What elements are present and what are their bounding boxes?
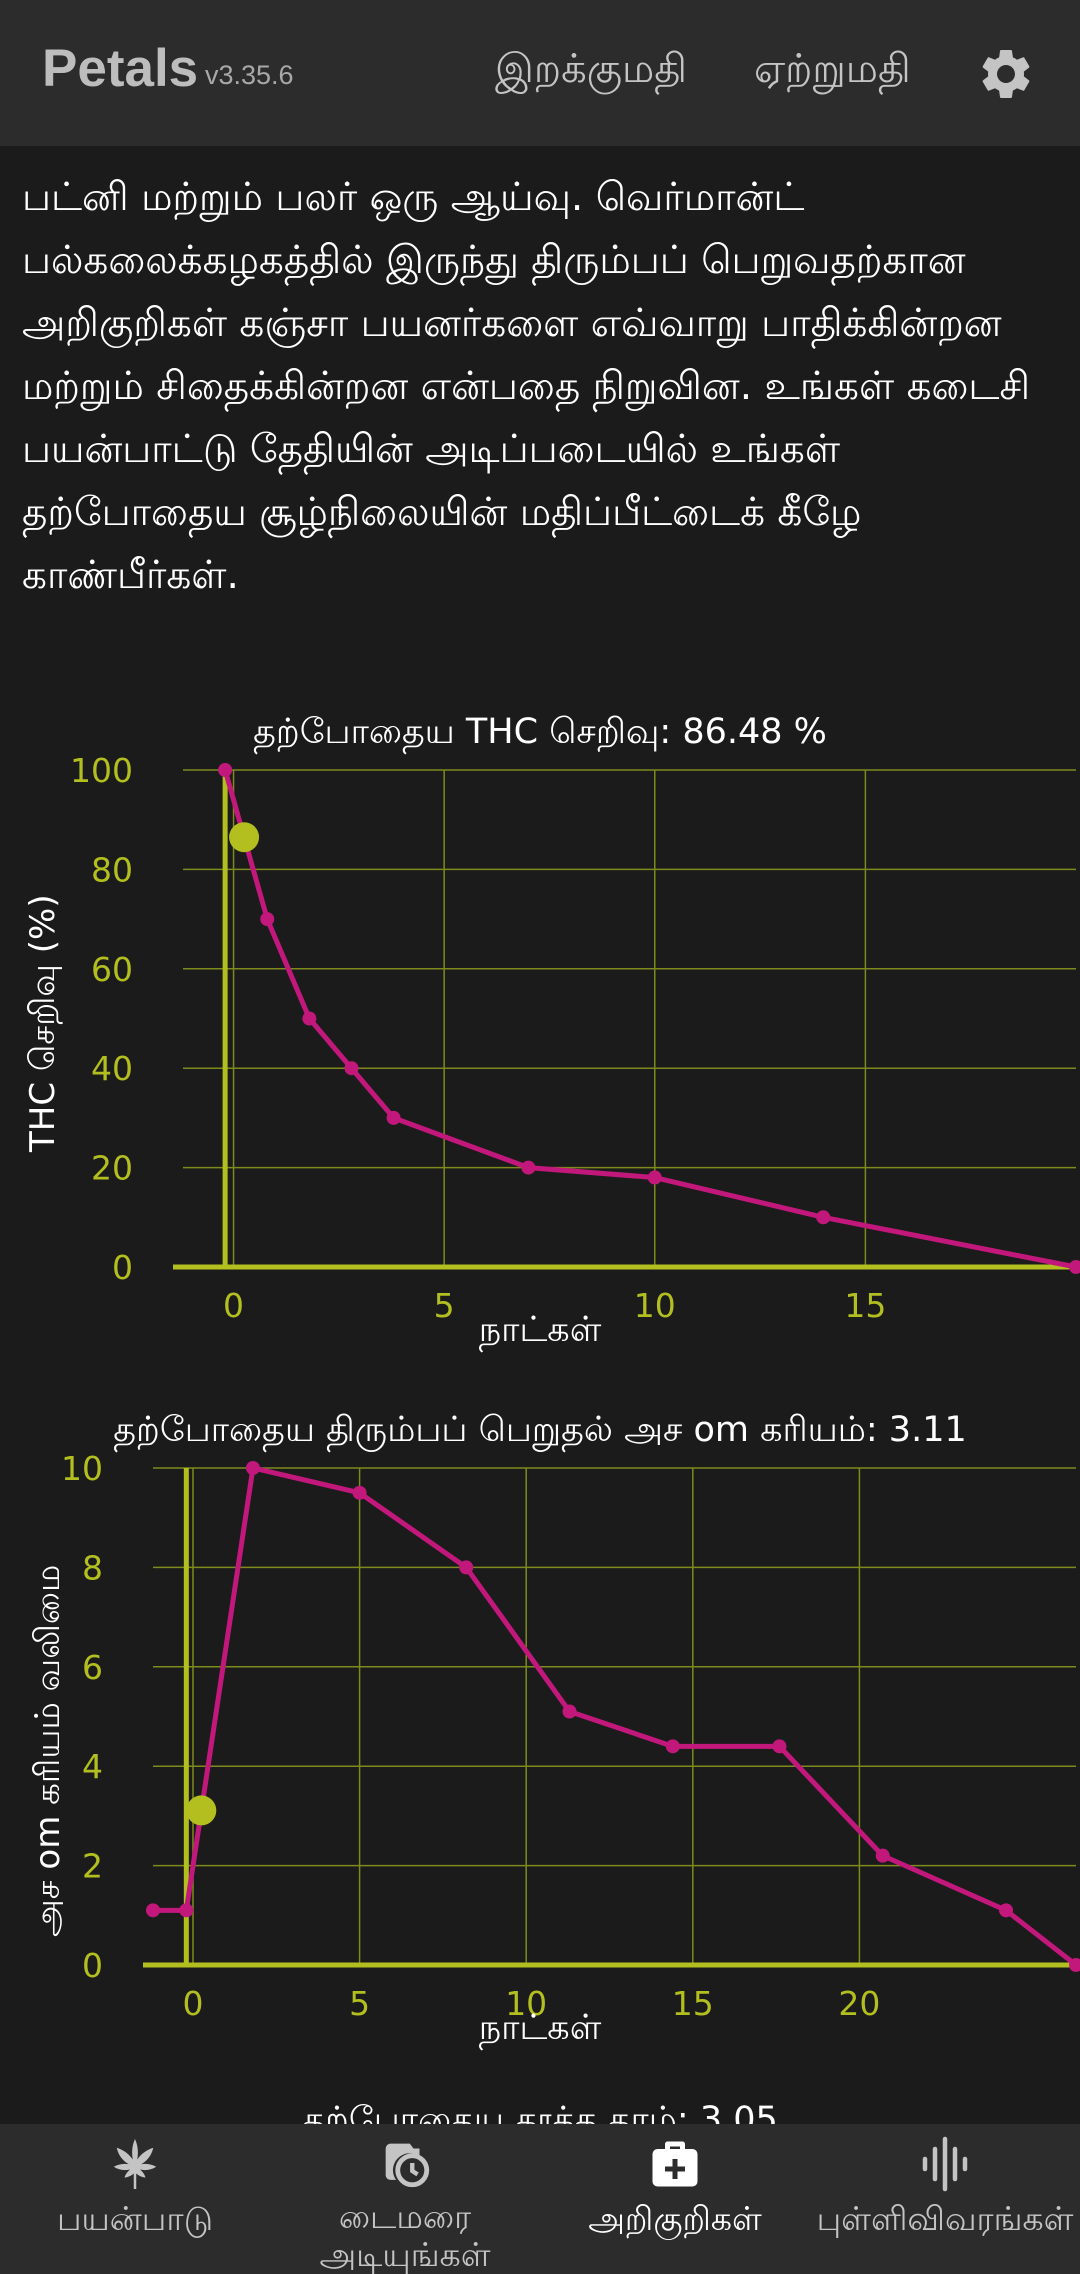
discomfort-y-axis-label: அச om கரியம் வலிமை [28, 1564, 68, 1937]
x-tick-label: 5 [434, 1286, 455, 1325]
thc-chart-svg: 0 20 40 60 80 100 0 5 10 15 [70, 751, 1080, 1325]
nav-timer-label: டைமரை அடியுங்கள் [319, 2197, 491, 2274]
data-point [816, 1210, 831, 1225]
x-tick-label: 20 [838, 1984, 880, 2023]
data-point [146, 1903, 160, 1918]
export-button[interactable]: ஏற்றுமதி [754, 46, 911, 92]
data-point [665, 1739, 680, 1754]
data-point [647, 1170, 662, 1185]
app-version: v3.35.6 [205, 60, 294, 90]
y-tick-label: 10 [61, 1449, 103, 1488]
data-point [999, 1903, 1014, 1918]
y-tick-label: 0 [82, 1946, 103, 1985]
y-tick-label: 100 [70, 751, 133, 790]
data-point [302, 1011, 317, 1026]
data-point [875, 1848, 890, 1863]
x-tick-label: 15 [844, 1286, 886, 1325]
nav-symptoms-label: அறிகுறிகள் [588, 2199, 762, 2238]
y-tick-label: 20 [91, 1149, 133, 1188]
y-tick-label: 6 [82, 1648, 103, 1687]
clock-history-icon [385, 2143, 430, 2188]
data-point [352, 1485, 367, 1500]
nav-statistics-label: புள்ளிவிவரங்கள் [816, 2199, 1074, 2238]
discomfort-x-axis-label: நாட்கள் [478, 2008, 602, 2048]
nav-usage[interactable]: பயன்பாடு [0, 2124, 270, 2274]
nav-usage-label: பயன்பாடு [56, 2199, 214, 2238]
series-line [153, 1465, 1078, 1967]
y-tick-label: 0 [112, 1248, 133, 1287]
y-tick-label: 4 [82, 1747, 103, 1786]
x-tick-label: 0 [182, 1984, 203, 2023]
x-tick-label: 0 [223, 1286, 244, 1325]
nav-symptoms[interactable]: அறிகுறிகள் [540, 2124, 810, 2274]
waveform-icon [922, 2136, 968, 2192]
y-tick-label: 8 [82, 1548, 103, 1587]
intro-paragraph: பட்னி மற்றும் பலர் ஒரு ஆய்வு. வெர்மான்ட்… [22, 175, 1031, 598]
data-point [179, 1903, 194, 1918]
current-value-marker [229, 822, 260, 853]
thc-chart-title: தற்போதைய THC செறிவு: 86.48 % [253, 712, 827, 752]
bottom-navigation: பயன்பாடு டைமரை அடியுங்கள் அறிகுறிகள் புள… [0, 2124, 1080, 2274]
gear-icon[interactable] [976, 44, 1036, 104]
discomfort-chart-title: தற்போதைய திரும்பப் பெறுதல் அச om கரியம்:… [113, 1410, 967, 1450]
data-point [260, 912, 275, 927]
data-point [386, 1110, 401, 1125]
medical-kit-icon [652, 2141, 698, 2187]
cannabis-leaf-icon [113, 2139, 157, 2189]
data-point [344, 1061, 359, 1076]
y-tick-label: 2 [82, 1847, 103, 1886]
nav-statistics[interactable]: புள்ளிவிவரங்கள் [810, 2124, 1080, 2274]
import-button[interactable]: இறக்குமதி [495, 46, 687, 92]
app-name: Petals [42, 39, 199, 98]
y-tick-label: 80 [91, 850, 133, 889]
discomfort-chart-svg: 0 2 4 6 8 10 0 5 10 15 20 [61, 1449, 1080, 2023]
y-tick-label: 40 [91, 1049, 133, 1088]
x-tick-label: 5 [349, 1984, 370, 2023]
data-point [772, 1739, 787, 1754]
series-line [222, 769, 1077, 1270]
discomfort-chart: 0 2 4 6 8 10 0 5 10 15 20 [0, 1440, 1080, 2060]
x-tick-label: 10 [505, 1984, 547, 2023]
data-point [1069, 1958, 1080, 1972]
current-value-marker [186, 1795, 217, 1826]
data-point [245, 1461, 260, 1475]
app-bar: Petals v3.35.6 இறக்குமதி ஏற்றுமதி [0, 0, 1080, 146]
thc-chart: 0 20 40 60 80 100 0 5 10 15 [0, 740, 1080, 1360]
data-point [459, 1560, 474, 1575]
x-tick-label: 15 [672, 1984, 714, 2023]
thc-y-axis-label: THC செறிவு (%) [23, 894, 63, 1152]
data-point [562, 1704, 577, 1719]
y-tick-label: 60 [91, 950, 133, 989]
data-point [521, 1160, 536, 1175]
thc-x-axis-label: நாட்கள் [478, 1310, 602, 1350]
data-point [1069, 1260, 1080, 1274]
nav-timer[interactable]: டைமரை அடியுங்கள் [270, 2124, 540, 2274]
x-tick-label: 10 [634, 1286, 676, 1325]
data-point [218, 763, 233, 777]
